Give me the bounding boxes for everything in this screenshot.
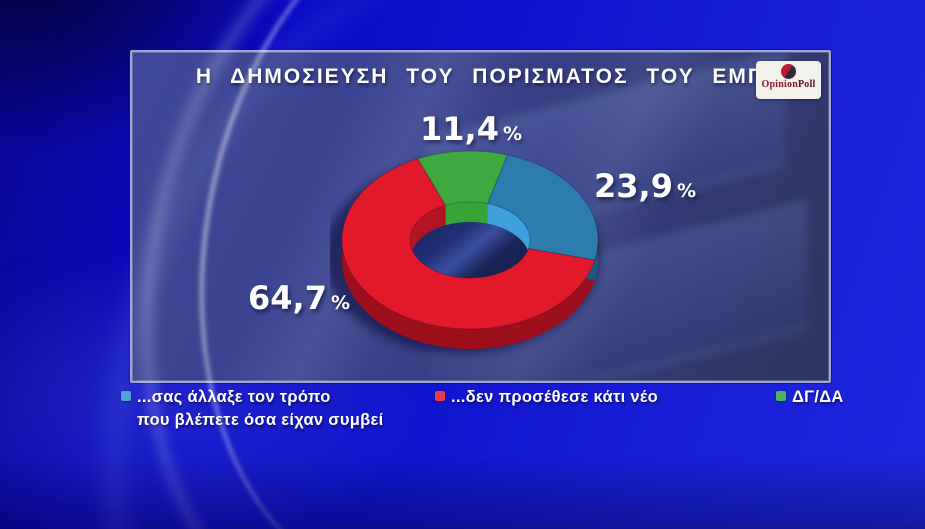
chart-title: Η ΔΗΜΟΣΙΕΥΣΗ ΤΟΥ ΠΟΡΙΣΜΑΤΟΣ ΤΟΥ ΕΜΠ [195,65,766,88]
opinionpoll-logo-text: OpinionPoll [761,79,816,90]
slice-value-label-blue: 23,9% [594,167,696,205]
slice-value-label-red: 64,7% [248,279,350,317]
legend-label: ΔΓ/ΔΑ [792,388,844,406]
percent-sign: % [676,180,696,202]
opinionpoll-logo-icon [781,64,796,79]
legend-item-blue: ...σας άλλαξε τον τρόπο που βλέπετε όσα … [121,386,384,432]
donut-chart-container [324,133,615,373]
legend-swatch-red-icon [435,391,445,401]
opinionpoll-logo: OpinionPoll [756,61,821,99]
legend-label: ...δεν προσέθεσε κάτι νέο [451,388,658,406]
chart-legend: ...σας άλλαξε τον τρόπο που βλέπετε όσα … [0,386,925,438]
slice-value-label-green: 11,4% [420,110,522,148]
percent-sign: % [330,292,350,314]
percent-sign: % [502,123,522,145]
legend-item-red: ...δεν προσέθεσε κάτι νέο [435,386,658,409]
legend-swatch-green-icon [776,391,786,401]
legend-swatch-blue-icon [121,391,131,401]
donut-chart [324,150,600,353]
legend-label: που βλέπετε όσα είχαν συμβεί [137,411,384,429]
legend-item-green: ΔΓ/ΔΑ [776,386,844,409]
legend-label: ...σας άλλαξε τον τρόπο [137,388,331,406]
